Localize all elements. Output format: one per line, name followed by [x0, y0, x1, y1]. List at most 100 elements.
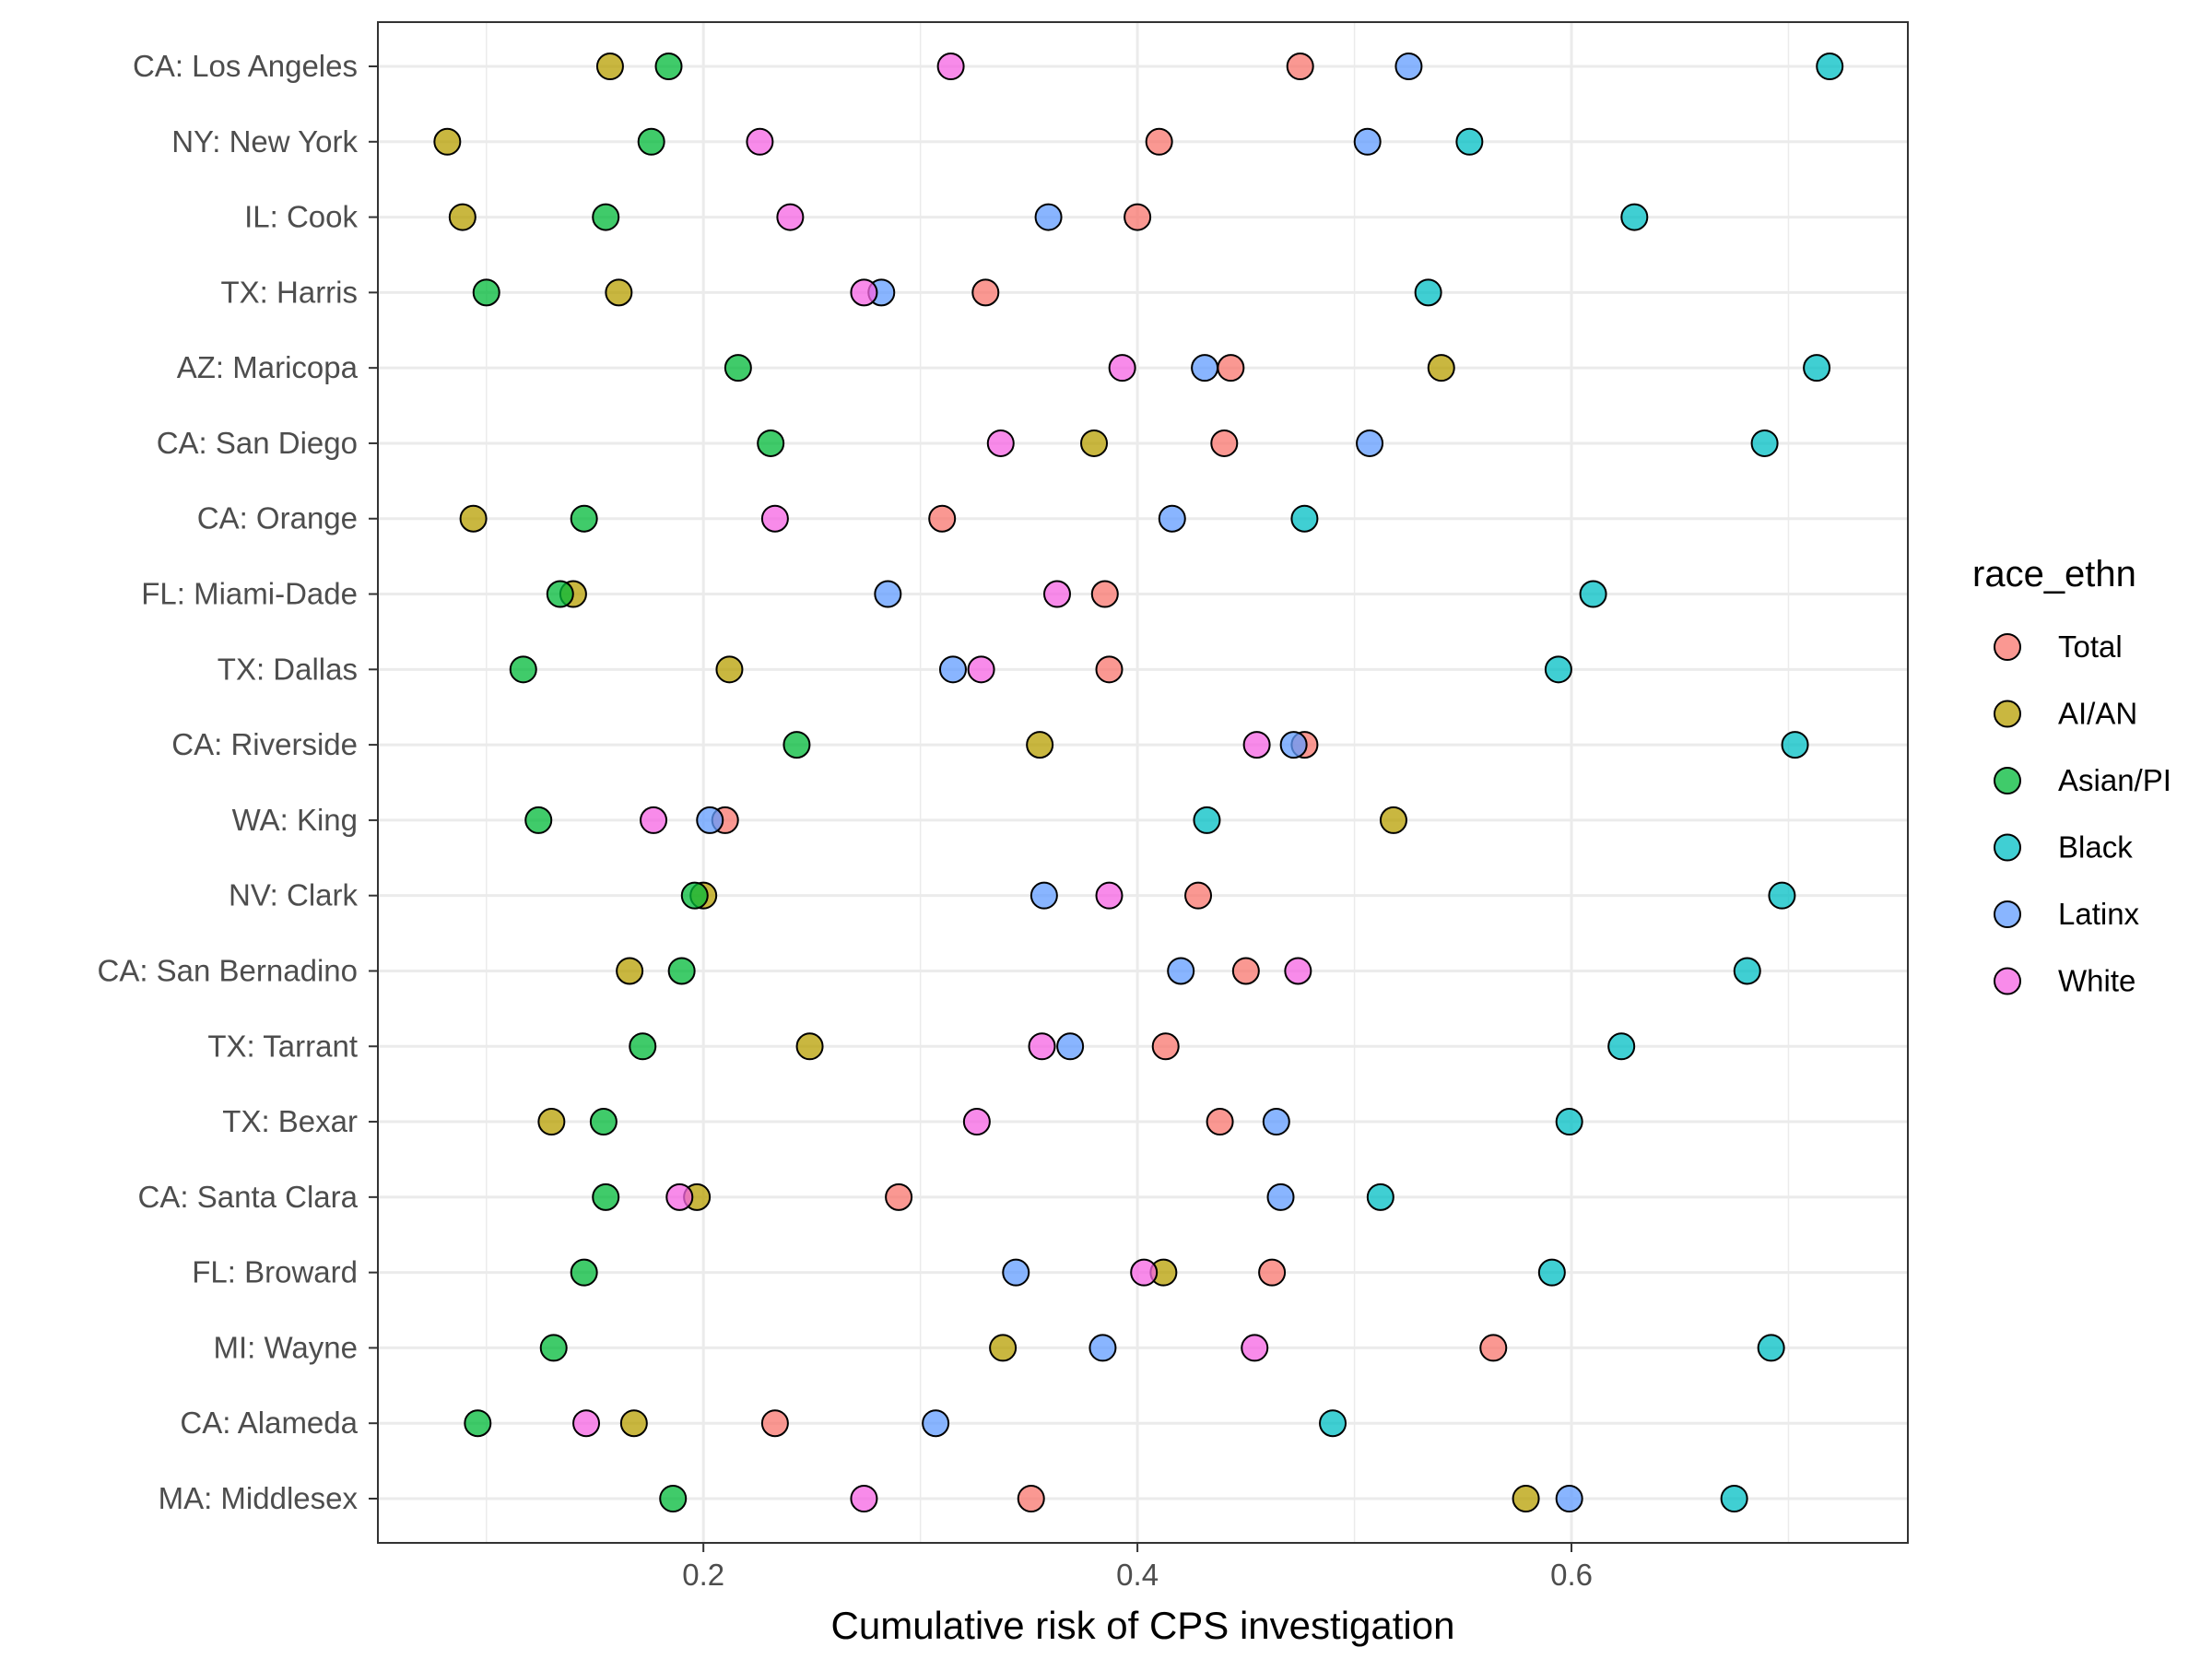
data-point [1026, 731, 1054, 759]
data-point [1379, 806, 1407, 834]
legend-label: AI/AN [2058, 697, 2137, 731]
data-point [659, 1485, 688, 1512]
y-tick-label: AZ: Maricopa [177, 350, 359, 384]
data-point [1080, 429, 1109, 457]
data-point [1266, 1182, 1295, 1211]
data-point [1279, 731, 1308, 759]
data-point [1366, 1182, 1394, 1211]
data-point [1262, 1108, 1290, 1136]
data-point [1193, 806, 1221, 834]
plot-background [378, 22, 1908, 1543]
y-tick-label: MA: Middlesex [159, 1481, 359, 1515]
data-point [746, 127, 774, 156]
data-point [589, 1108, 618, 1136]
data-point [1803, 354, 1831, 382]
data-point [776, 203, 805, 231]
data-points [433, 53, 1844, 1512]
series-total [711, 53, 1508, 1512]
data-point [1768, 881, 1796, 910]
data-point [1512, 1485, 1540, 1512]
data-point [967, 655, 995, 684]
data-point [989, 1334, 1018, 1362]
data-point [922, 1409, 950, 1438]
legend-item: AI/AN [1994, 697, 2137, 731]
data-point [1108, 354, 1136, 382]
plot-area [377, 21, 1909, 1544]
data-point [539, 1334, 568, 1362]
data-point [1210, 429, 1239, 457]
y-tick-label: CA: San Bernadino [97, 953, 358, 987]
data-point [1781, 731, 1809, 759]
data-point [850, 278, 878, 307]
y-tick-label: FL: Broward [192, 1255, 358, 1289]
data-point [1151, 1032, 1180, 1061]
data-point [448, 203, 477, 231]
data-point [433, 127, 462, 156]
data-point [1191, 354, 1219, 382]
x-axis-title: Cumulative risk of CPS investigation [831, 1604, 1455, 1647]
y-tick-label: IL: Cook [244, 200, 358, 234]
legend-title: race_ethn [1972, 554, 2136, 594]
data-point [885, 1182, 913, 1211]
series-white [572, 53, 1312, 1512]
data-point [1733, 957, 1761, 985]
data-point [1042, 580, 1071, 608]
legend-label: Latinx [2058, 897, 2140, 931]
data-point [1750, 429, 1779, 457]
legend-key [1994, 833, 2021, 862]
data-point [1394, 53, 1423, 80]
y-tick-label: WA: King [232, 803, 358, 837]
data-point [665, 1182, 694, 1211]
data-point [654, 53, 683, 80]
data-point [1555, 1108, 1583, 1136]
series-black [1193, 53, 1844, 1512]
data-point [715, 655, 744, 684]
data-point [592, 1182, 620, 1211]
data-point [850, 1485, 878, 1512]
y-tick-label: TX: Dallas [218, 652, 358, 686]
data-point [1002, 1258, 1030, 1287]
data-point [1095, 655, 1124, 684]
data-point [782, 731, 811, 759]
legend-label: Black [2058, 830, 2133, 865]
data-point [938, 655, 967, 684]
y-tick-label: FL: Miami-Dade [141, 577, 358, 611]
data-point [592, 203, 620, 231]
data-point [760, 504, 789, 533]
legend-item: Black [1994, 830, 2133, 865]
legend: race_ethn Total AI/AN Asian/PI Black Latinx W… [1972, 554, 2171, 998]
data-point [1258, 1258, 1287, 1287]
data-point [1579, 580, 1607, 608]
data-point [1319, 1409, 1347, 1438]
data-point [570, 1258, 598, 1287]
y-tick-label: CA: San Diego [157, 426, 358, 460]
data-point [928, 504, 957, 533]
data-point [1241, 1334, 1269, 1362]
data-point [464, 1409, 492, 1438]
data-point [1607, 1032, 1636, 1061]
y-tick-label: CA: Santa Clara [138, 1180, 359, 1214]
data-point [1720, 1485, 1748, 1512]
data-point [1030, 881, 1058, 910]
y-tick-label: CA: Los Angeles [133, 49, 358, 83]
data-point [1757, 1334, 1785, 1362]
series-latinx [696, 53, 1583, 1512]
data-point [1242, 731, 1271, 759]
data-point [1231, 957, 1260, 985]
data-point [616, 957, 644, 985]
data-point [1056, 1032, 1085, 1061]
data-point [640, 806, 668, 834]
x-tick-label: 0.2 [682, 1558, 724, 1592]
data-point [1095, 881, 1124, 910]
y-axis: CA: Los Angeles NY: New York IL: Cook TX: H… [97, 49, 378, 1515]
series-asian-pi [464, 53, 811, 1512]
data-point [570, 504, 598, 533]
data-point [1130, 1258, 1159, 1287]
data-point [1455, 127, 1484, 156]
data-point [1427, 354, 1455, 382]
data-point [459, 504, 488, 533]
legend-item: White [1994, 964, 2136, 998]
legend-label: Total [2058, 629, 2123, 664]
y-tick-label: TX: Bexar [222, 1104, 358, 1138]
data-point [509, 655, 537, 684]
